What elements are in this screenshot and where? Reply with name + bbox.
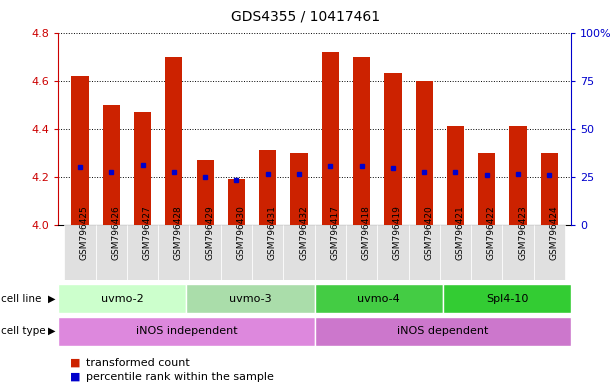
Text: GSM796428: GSM796428 <box>174 205 183 260</box>
Bar <box>165 56 183 225</box>
FancyBboxPatch shape <box>158 225 189 280</box>
Bar <box>510 126 527 225</box>
Bar <box>353 56 370 225</box>
Text: GSM796422: GSM796422 <box>487 206 496 260</box>
FancyBboxPatch shape <box>127 225 158 280</box>
FancyBboxPatch shape <box>534 225 565 280</box>
Bar <box>259 150 276 225</box>
Text: cell type: cell type <box>1 326 46 336</box>
Bar <box>447 126 464 225</box>
FancyBboxPatch shape <box>221 225 252 280</box>
Text: GSM796425: GSM796425 <box>80 205 89 260</box>
Text: GSM796420: GSM796420 <box>424 205 433 260</box>
Text: transformed count: transformed count <box>86 358 189 368</box>
Bar <box>322 52 339 225</box>
Bar <box>415 81 433 225</box>
Bar <box>384 73 401 225</box>
Text: ▶: ▶ <box>48 326 55 336</box>
FancyBboxPatch shape <box>284 225 315 280</box>
FancyBboxPatch shape <box>95 225 127 280</box>
FancyBboxPatch shape <box>189 225 221 280</box>
FancyBboxPatch shape <box>64 225 95 280</box>
FancyBboxPatch shape <box>346 225 377 280</box>
Text: GSM796430: GSM796430 <box>236 205 246 260</box>
Text: percentile rank within the sample: percentile rank within the sample <box>86 372 273 382</box>
Text: ■: ■ <box>70 372 81 382</box>
Text: iNOS independent: iNOS independent <box>136 326 237 336</box>
Text: GSM796427: GSM796427 <box>142 205 152 260</box>
Text: Spl4-10: Spl4-10 <box>486 293 529 304</box>
FancyBboxPatch shape <box>315 225 346 280</box>
Text: cell line: cell line <box>1 293 42 304</box>
Bar <box>290 153 307 225</box>
Bar <box>541 153 558 225</box>
Text: GSM796426: GSM796426 <box>111 205 120 260</box>
FancyBboxPatch shape <box>315 284 443 313</box>
Text: GDS4355 / 10417461: GDS4355 / 10417461 <box>231 10 380 23</box>
Text: GSM796419: GSM796419 <box>393 205 402 260</box>
Text: uvmo-4: uvmo-4 <box>357 293 400 304</box>
FancyBboxPatch shape <box>186 284 315 313</box>
Bar <box>71 76 89 225</box>
FancyBboxPatch shape <box>377 225 409 280</box>
FancyBboxPatch shape <box>58 317 315 346</box>
Bar <box>197 160 214 225</box>
Text: GSM796432: GSM796432 <box>299 205 308 260</box>
Bar <box>228 179 245 225</box>
Text: GSM796417: GSM796417 <box>331 205 339 260</box>
FancyBboxPatch shape <box>471 225 502 280</box>
FancyBboxPatch shape <box>440 225 471 280</box>
Text: GSM796421: GSM796421 <box>455 205 464 260</box>
Text: GSM796423: GSM796423 <box>518 205 527 260</box>
Text: GSM796431: GSM796431 <box>268 205 277 260</box>
Text: uvmo-3: uvmo-3 <box>229 293 272 304</box>
FancyBboxPatch shape <box>252 225 284 280</box>
Bar <box>478 153 496 225</box>
Text: GSM796418: GSM796418 <box>362 205 371 260</box>
Text: GSM796424: GSM796424 <box>549 206 558 260</box>
FancyBboxPatch shape <box>315 317 571 346</box>
Bar <box>134 112 151 225</box>
Text: uvmo-2: uvmo-2 <box>101 293 144 304</box>
Bar <box>103 105 120 225</box>
FancyBboxPatch shape <box>443 284 571 313</box>
Text: ▶: ▶ <box>48 293 55 304</box>
Text: GSM796429: GSM796429 <box>205 205 214 260</box>
Text: iNOS dependent: iNOS dependent <box>397 326 489 336</box>
Text: ■: ■ <box>70 358 81 368</box>
FancyBboxPatch shape <box>409 225 440 280</box>
FancyBboxPatch shape <box>502 225 534 280</box>
FancyBboxPatch shape <box>58 284 186 313</box>
